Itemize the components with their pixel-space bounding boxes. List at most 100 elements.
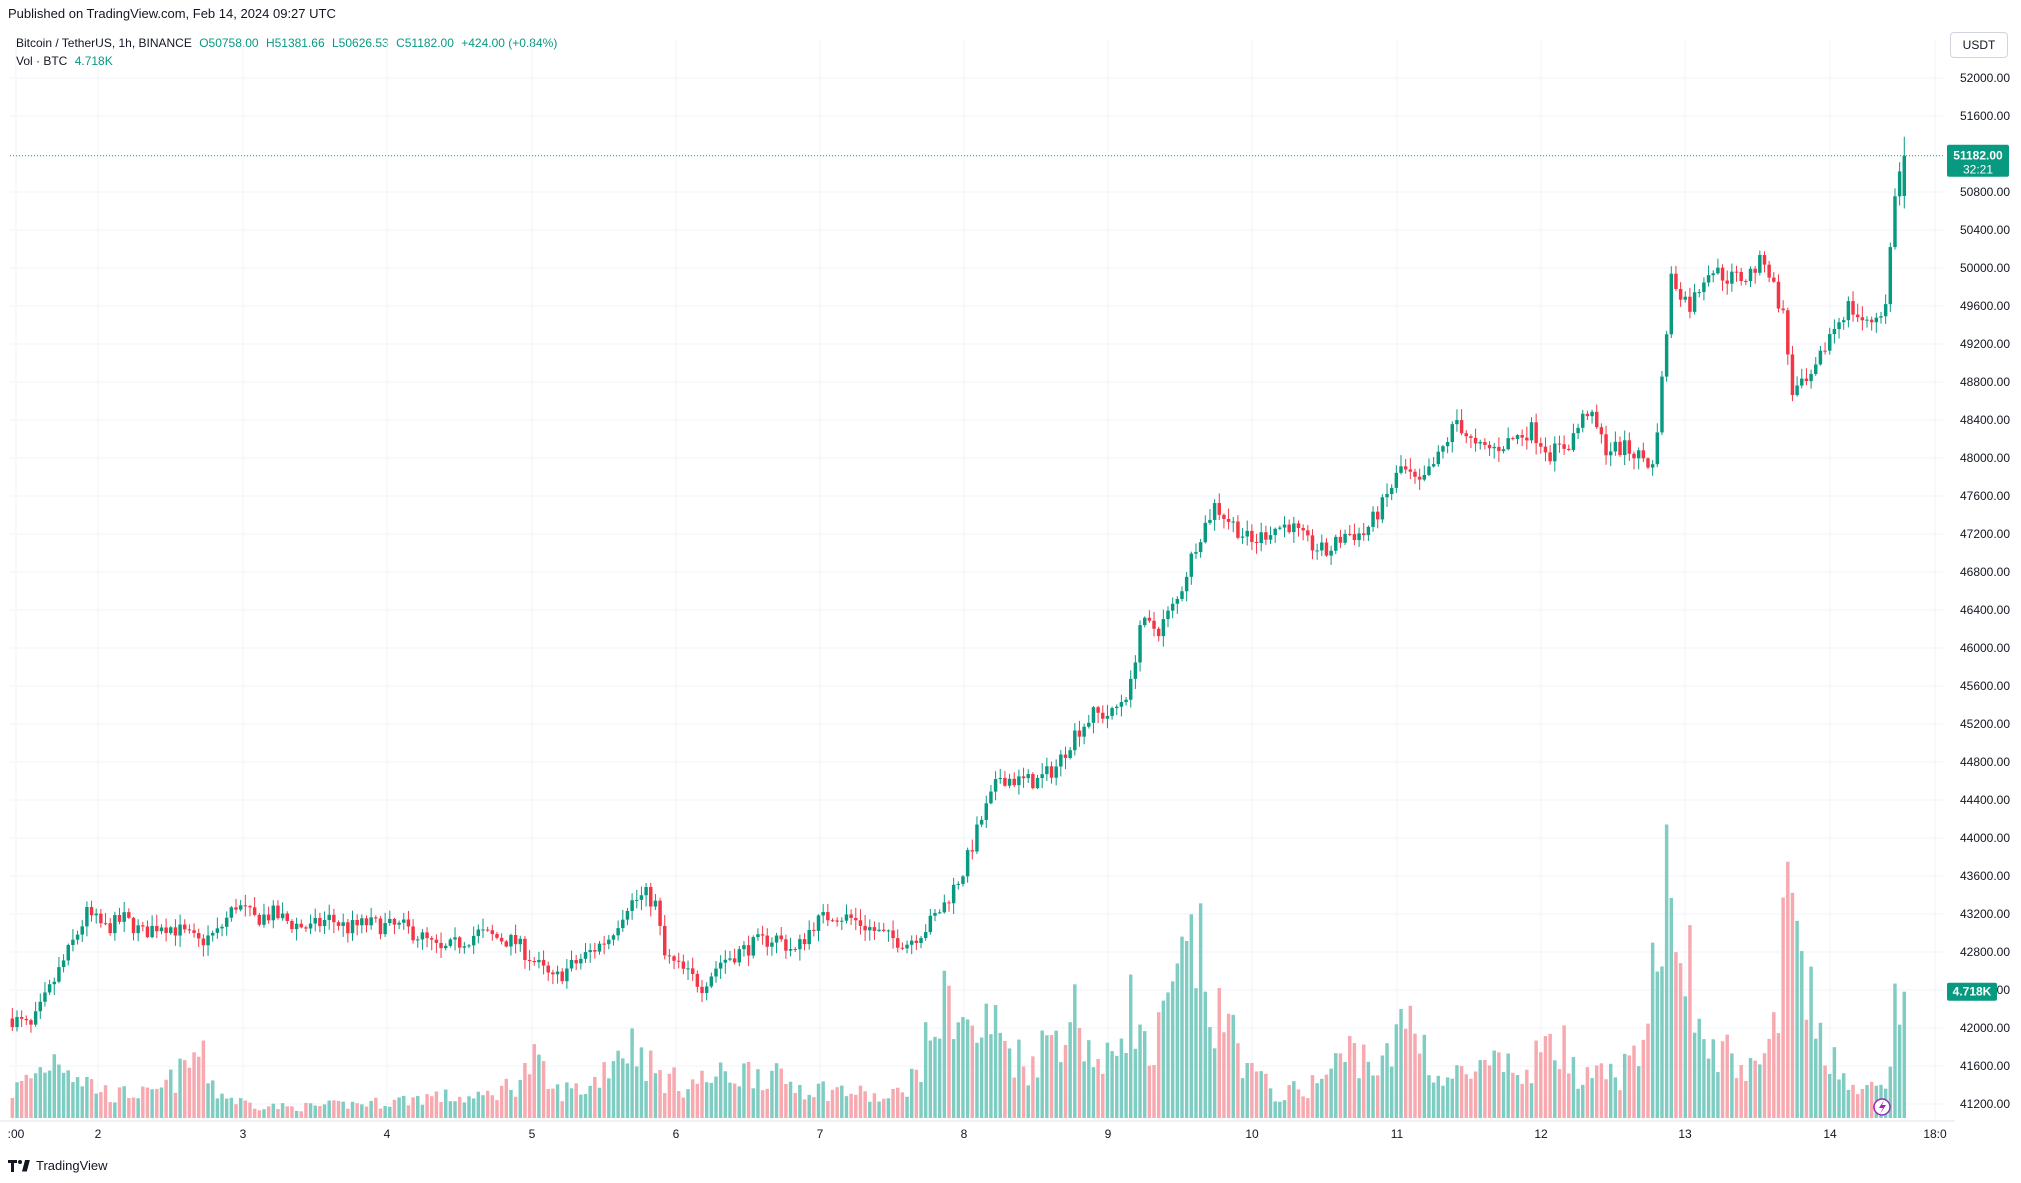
candle-body [197, 933, 201, 939]
volume-bar [364, 1106, 369, 1118]
candle-body [1767, 264, 1771, 278]
volume-bar [1646, 1023, 1650, 1118]
volume-bar [1492, 1050, 1496, 1118]
candle-body [518, 938, 522, 945]
volume-bar [453, 1101, 457, 1118]
price-chart[interactable]: 52000.00 51600.00 50800.00 50400.00 50000.00… [0, 0, 2021, 1150]
candle-body [47, 984, 52, 993]
volume-bar [1254, 1071, 1259, 1118]
candle-body [1129, 678, 1133, 700]
candle-body [471, 935, 476, 946]
candle-body [1175, 598, 1180, 604]
volume-bar [1832, 1047, 1837, 1118]
volume-bar [919, 1082, 923, 1118]
volume-bar [1068, 1022, 1072, 1118]
volume-bar [1296, 1089, 1301, 1118]
volume-bar [1045, 1035, 1049, 1118]
volume-bar [476, 1091, 481, 1118]
candle-body [635, 899, 639, 901]
volume-bar [1893, 983, 1897, 1118]
volume-bar [1762, 1053, 1767, 1118]
volume-bar [392, 1099, 397, 1118]
candle-body [388, 918, 392, 924]
candle-body [1147, 617, 1152, 621]
volume-bar [560, 1101, 564, 1118]
price-tick-label: 47600.00 [1960, 489, 2010, 503]
volume-bar [201, 1040, 206, 1118]
candle-body [1445, 442, 1450, 447]
candle-body [1837, 322, 1841, 330]
volume-bar [527, 1074, 532, 1118]
candle-body [1622, 440, 1627, 456]
volume-label[interactable]: Vol · BTC [16, 54, 68, 68]
volume-bar [1459, 1066, 1464, 1118]
candle-body [1180, 591, 1184, 599]
candle-body [290, 920, 294, 930]
volume-bar [672, 1067, 676, 1118]
candle-body [1627, 440, 1632, 454]
volume-bar [1049, 1035, 1054, 1118]
candle-body [597, 943, 602, 952]
volume-bar [1059, 1062, 1063, 1118]
candle-body [1855, 314, 1860, 318]
candle-body [565, 968, 569, 982]
time-tick-label: 8 [961, 1127, 968, 1141]
candle-body [1422, 474, 1427, 480]
volume-bar [1828, 1074, 1832, 1118]
candle-body [1483, 442, 1487, 445]
candle-body [923, 932, 928, 939]
candle-body [1278, 527, 1282, 529]
candle-body [527, 959, 532, 962]
volume-bar [1268, 1088, 1273, 1118]
volume-bar [891, 1088, 895, 1118]
candle-body [1567, 448, 1571, 451]
volume-bar [173, 1092, 178, 1118]
candle-body [882, 929, 886, 931]
volume-bar [266, 1106, 271, 1118]
candle-body [1753, 268, 1757, 273]
candle-body [187, 929, 192, 931]
candle-body [276, 905, 280, 919]
volume-bar [1180, 936, 1184, 1118]
volume-bar [644, 1080, 648, 1118]
time-tick-label: 12 [1534, 1127, 1548, 1141]
volume-bar [1627, 1055, 1632, 1118]
candle-body [1869, 319, 1874, 323]
volume-bar [229, 1097, 234, 1118]
candle-body [1716, 267, 1720, 274]
candle-body [1879, 316, 1883, 318]
volume-bar [1539, 1052, 1543, 1118]
price-axis[interactable]: 52000.00 51600.00 50800.00 50400.00 50000.00… [1960, 71, 2010, 1111]
candle-body [1851, 301, 1855, 315]
currency-button[interactable]: USDT [1950, 32, 2008, 58]
volume-bar [611, 1061, 616, 1118]
candle-body [313, 917, 317, 924]
time-axis[interactable]: :00 2 3 4 5 6 7 8 9 10 11 12 13 14 18:0 [0, 1120, 1955, 1141]
volume-bar [882, 1098, 886, 1118]
candle-body [178, 924, 182, 936]
candle-body [942, 902, 947, 913]
symbol-title[interactable]: Bitcoin / TetherUS, 1h, BINANCE [16, 36, 192, 50]
countdown-label: 32:21 [1963, 163, 1993, 177]
candle-body [448, 939, 453, 946]
volume-bar [290, 1106, 294, 1118]
volume-bar [471, 1098, 476, 1118]
candle-body [1469, 436, 1473, 438]
candle-body [714, 968, 718, 977]
volume-bar [1142, 1031, 1147, 1118]
candle-body [1711, 273, 1715, 276]
volume-bar [257, 1110, 262, 1118]
time-tick-label: 3 [240, 1127, 247, 1141]
volume-bar [816, 1083, 821, 1118]
volume-bar [66, 1070, 70, 1118]
volume-bar [961, 1017, 965, 1118]
volume-bar [1865, 1085, 1869, 1118]
volume-bar [1166, 992, 1170, 1118]
volume-bar [1236, 1043, 1240, 1118]
time-tick-label: 4 [384, 1127, 391, 1141]
volume-bar [1576, 1088, 1580, 1118]
candle-body [406, 919, 411, 927]
volume-bar [215, 1098, 220, 1118]
candle-body [630, 900, 634, 911]
volume-bar [206, 1083, 210, 1118]
